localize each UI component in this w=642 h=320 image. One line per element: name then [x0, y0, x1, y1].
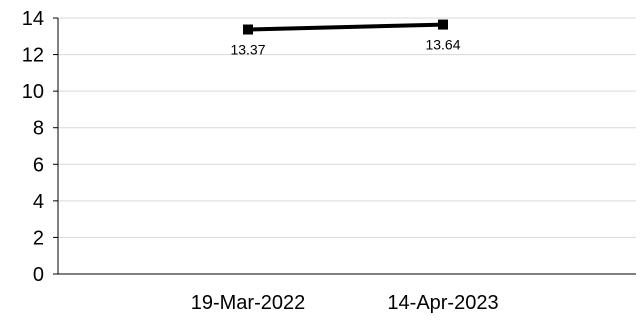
y-tick-label: 0: [33, 264, 44, 286]
gridlines: [58, 17, 636, 238]
y-axis-ticks: 0 2 4 6 8 10 12 14: [22, 8, 58, 286]
y-tick-label: 14: [22, 8, 44, 30]
series-plot: [243, 19, 448, 35]
series-line: [247, 22, 444, 32]
data-point-marker: [438, 19, 448, 30]
axes: [57, 18, 636, 275]
y-tick-label: 12: [22, 45, 44, 67]
x-tick-label: 14-Apr-2023: [387, 292, 498, 314]
data-label: 13.37: [230, 42, 265, 58]
y-tick-label: 8: [33, 118, 44, 140]
y-tick-label: 10: [22, 81, 44, 103]
data-point-marker: [243, 24, 253, 35]
x-axis-ticks: 19-Mar-2022 14-Apr-2023: [191, 292, 499, 314]
data-label: 13.64: [425, 37, 460, 53]
data-labels: 13.37 13.64: [230, 37, 460, 58]
x-tick-label: 19-Mar-2022: [191, 292, 306, 314]
y-tick-label: 4: [33, 191, 44, 213]
y-tick-label: 2: [33, 227, 44, 249]
y-tick-label: 6: [33, 154, 44, 176]
